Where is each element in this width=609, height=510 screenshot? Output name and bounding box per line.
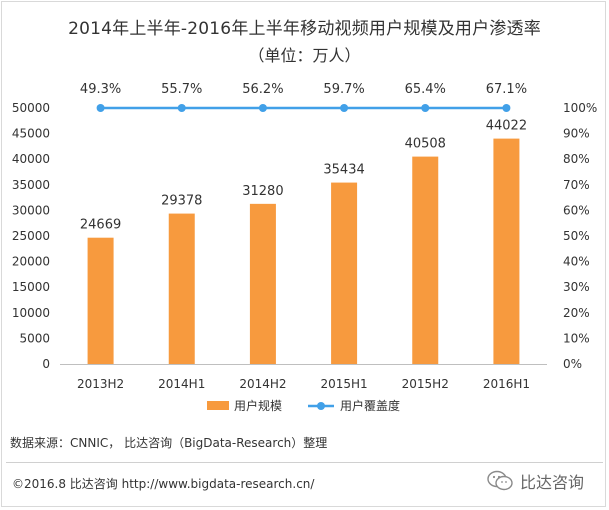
line-value-label: 65.4% [405, 82, 446, 97]
bar-value-label: 40508 [405, 137, 446, 152]
x-tick-label: 2015H1 [320, 377, 367, 391]
bar-value-label: 31280 [242, 184, 283, 199]
bar-value-label: 24669 [80, 218, 121, 233]
y-right-tick-label: 50% [563, 229, 590, 243]
y-left-tick-label: 10000 [12, 306, 50, 320]
line-point [421, 104, 430, 112]
y-right-tick-label: 30% [563, 280, 590, 294]
bar-value-label: 44022 [486, 119, 527, 134]
y-left-tick-label: 5000 [19, 331, 50, 345]
bar [493, 138, 520, 364]
y-right-tick-label: 90% [563, 127, 590, 141]
footer-divider [6, 462, 603, 463]
line-point [340, 104, 349, 112]
y-left-tick-label: 15000 [12, 280, 50, 294]
line-point [502, 104, 511, 112]
y-left-tick-label: 30000 [12, 203, 50, 217]
copyright-footer: ©2016.8 比达咨询 http://www.bigdata-research… [12, 477, 315, 491]
y-left-tick-label: 20000 [12, 255, 50, 269]
y-left-tick-label: 40000 [12, 152, 50, 166]
legend-label-bar: 用户规模 [234, 398, 282, 413]
x-tick-label: 2014H1 [158, 377, 205, 391]
line-value-label: 59.7% [323, 82, 364, 97]
x-tick-label: 2016H1 [483, 377, 530, 391]
y-right-tick-label: 70% [563, 178, 590, 192]
x-tick-label: 2015H2 [402, 377, 449, 391]
y-left-tick-label: 35000 [12, 178, 50, 192]
y-left-tick-label: 0 [42, 357, 50, 371]
chart-subtitle: （单位：万人） [248, 46, 361, 65]
y-left-tick-label: 45000 [12, 127, 50, 141]
chart-title: 2014年上半年-2016年上半年移动视频用户规模及用户渗透率 [68, 19, 541, 39]
brand-name: 比达咨询 [520, 473, 585, 492]
wechat-icon [487, 470, 513, 491]
y-right-tick-label: 40% [563, 255, 590, 269]
bar-value-label: 29378 [161, 194, 202, 209]
y-right-tick-label: 10% [563, 331, 590, 345]
line-value-label: 56.2% [242, 82, 283, 97]
legend-swatch-marker [317, 402, 325, 410]
legend-label-line: 用户覆盖度 [340, 398, 400, 413]
x-tick-label: 2014H2 [239, 377, 286, 391]
legend-swatch-bar [207, 401, 229, 410]
line-value-label: 55.7% [161, 82, 202, 97]
bar [168, 213, 195, 364]
y-right-tick-label: 20% [563, 306, 590, 320]
bar [331, 182, 358, 364]
bar [412, 156, 439, 364]
bar-value-label: 35434 [323, 163, 364, 178]
bar [87, 237, 114, 364]
y-right-tick-label: 0% [563, 357, 582, 371]
line-value-label: 49.3% [80, 82, 121, 97]
y-right-tick-label: 60% [563, 203, 590, 217]
data-source: 数据来源：CNNIC， 比达咨询（BigData-Research）整理 [10, 436, 328, 450]
y-right-tick-label: 80% [563, 152, 590, 166]
x-tick-label: 2013H2 [77, 377, 124, 391]
y-left-tick-label: 25000 [12, 229, 50, 243]
line-point [177, 104, 186, 112]
line-value-label: 67.1% [486, 82, 527, 97]
bar [249, 203, 276, 364]
y-left-tick-label: 50000 [12, 101, 50, 115]
line-point [258, 104, 267, 112]
brand-watermark: 比达咨询 [486, 469, 584, 493]
line-point [96, 104, 105, 112]
y-right-tick-label: 100% [563, 101, 597, 115]
